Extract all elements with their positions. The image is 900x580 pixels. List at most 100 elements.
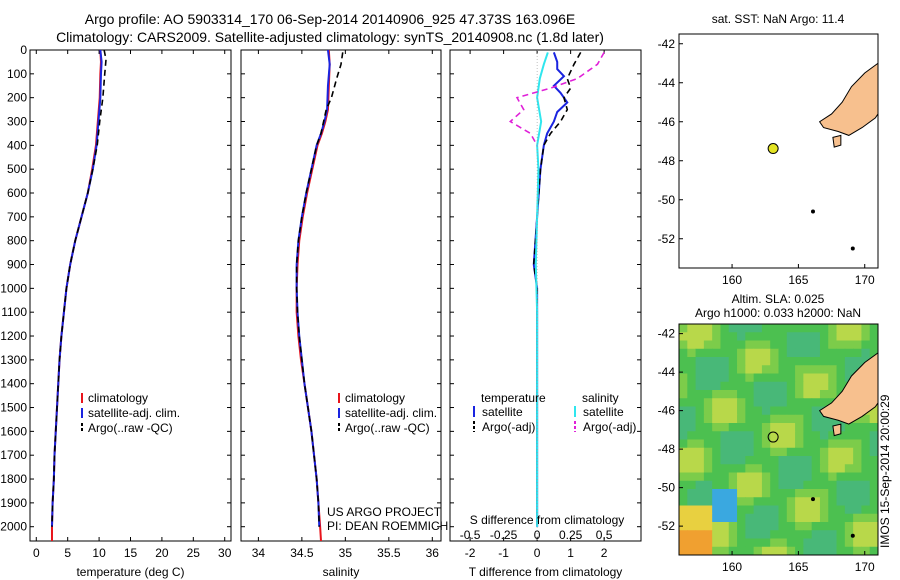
sla-cell <box>695 324 705 333</box>
profile-0-xtick-label: 0 <box>33 546 40 560</box>
sla-cell <box>786 365 796 374</box>
sla-cell <box>828 472 838 482</box>
sla-cell <box>728 398 738 407</box>
sla-cell <box>811 332 821 341</box>
profile-0-frame <box>29 49 232 542</box>
sla-cell <box>828 497 838 506</box>
sla-cell <box>720 414 730 424</box>
sla-cell <box>795 365 804 374</box>
map-0-small-island <box>810 209 815 214</box>
sla-cell <box>803 489 813 498</box>
sla-cell <box>745 332 755 341</box>
sla-cell <box>728 340 738 350</box>
sla-cell <box>778 365 788 374</box>
sla-cell <box>745 472 755 482</box>
sla-cell <box>695 546 705 556</box>
sla-cell <box>687 373 697 383</box>
sla-cell <box>720 480 730 490</box>
map-1-xtick-label: 170 <box>855 560 875 574</box>
sla-cell <box>687 381 697 391</box>
sla-cell <box>753 348 763 358</box>
sla-cell <box>861 348 871 358</box>
header-line-2: Climatology: CARS2009. Satellite-adjuste… <box>56 29 604 45</box>
map-0-stewart-island <box>832 134 842 148</box>
sla-cell <box>720 456 730 465</box>
sla-cell <box>861 538 871 548</box>
sla-cell <box>811 390 821 399</box>
sla-cell <box>811 497 821 506</box>
sla-cell <box>853 538 862 548</box>
sla-cell <box>712 381 721 391</box>
profile-0-series-2 <box>51 49 107 527</box>
sla-cell <box>869 423 879 432</box>
sla-cell <box>778 464 788 473</box>
sla-cell <box>853 456 862 465</box>
sla-cell <box>679 431 688 440</box>
depth-tick-label: 300 <box>7 115 27 129</box>
sla-cell <box>828 489 838 498</box>
sla-cell <box>869 439 879 449</box>
sla-cell <box>786 513 796 523</box>
sla-cell <box>753 546 763 556</box>
profile-0-xtick-label: 20 <box>155 546 169 560</box>
sla-cell <box>687 357 697 366</box>
sla-cell <box>679 381 688 391</box>
sla-cell <box>753 497 763 506</box>
map-1-land <box>818 351 879 425</box>
diff-legend-label: Argo(-adj) <box>583 420 636 434</box>
sla-cell <box>795 373 804 383</box>
sla-cell <box>819 340 829 350</box>
sla-cell <box>687 406 697 416</box>
sla-cell <box>819 398 829 407</box>
sla-cell <box>695 381 705 391</box>
diff-legend-title-temperature: temperature <box>481 391 546 405</box>
sla-cell <box>861 423 871 432</box>
sla-cell <box>803 513 813 523</box>
sla-cell <box>869 324 879 333</box>
sla-cell <box>695 390 705 399</box>
map-1-ytick-label: -48 <box>658 442 676 456</box>
sla-cell <box>679 423 688 432</box>
depth-tick-label: 1600 <box>0 424 27 438</box>
sla-cell <box>745 505 755 515</box>
depth-tick-label: 1200 <box>0 329 27 343</box>
sla-cell <box>695 357 705 366</box>
profile-1-xtick-label: 34.5 <box>290 546 314 560</box>
sla-cell <box>712 480 721 490</box>
sla-cell <box>819 324 829 333</box>
sla-cell <box>844 348 854 358</box>
sla-cell <box>828 373 838 383</box>
profile-2-xlabel: T difference from climatology <box>469 565 623 579</box>
sla-cell <box>803 538 813 548</box>
sla-cell <box>819 332 829 341</box>
sla-cell <box>786 340 796 350</box>
sla-cell <box>720 348 730 358</box>
sla-cell <box>745 423 755 432</box>
sla-cell <box>720 324 730 333</box>
sla-cell <box>836 332 846 341</box>
sla-cell <box>844 456 854 465</box>
sla-cell <box>770 340 779 350</box>
depth-tick-label: 1400 <box>0 377 27 391</box>
depth-tick-label: 600 <box>7 186 27 200</box>
sla-cell <box>679 365 688 374</box>
sla-cell <box>712 546 721 556</box>
sla-cell <box>753 423 763 432</box>
sla-cell <box>770 357 779 366</box>
sla-cell <box>819 365 829 374</box>
sla-cell <box>803 373 813 383</box>
sla-cell <box>770 456 779 465</box>
sla-cell <box>712 348 721 358</box>
sla-cell <box>703 414 713 424</box>
sla-cell <box>712 398 721 407</box>
sla-cell <box>737 423 746 432</box>
map-1-xtick-label: 160 <box>722 560 742 574</box>
sla-cell <box>861 497 871 506</box>
sla-cell <box>786 398 796 407</box>
sla-cell <box>753 505 763 515</box>
sla-cell <box>844 447 854 457</box>
sla-cell <box>761 480 771 490</box>
sla-cell <box>703 431 713 440</box>
sla-cell <box>861 513 871 523</box>
sla-cell <box>761 381 771 391</box>
